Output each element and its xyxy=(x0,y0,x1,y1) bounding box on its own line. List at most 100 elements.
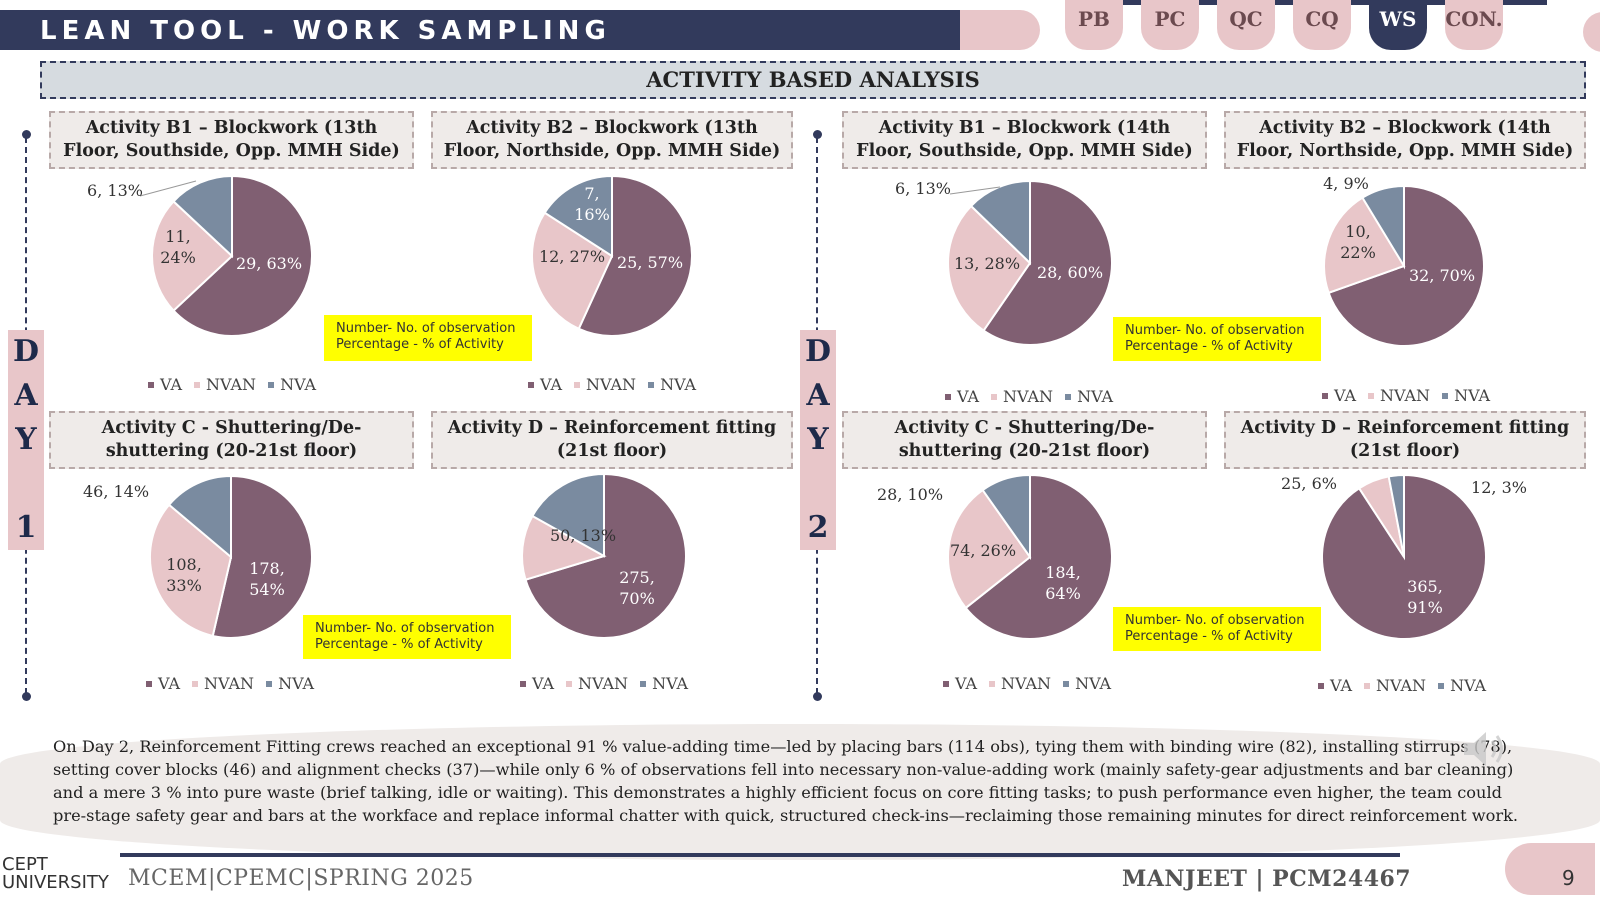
chart-legend: VA NVAN NVA xyxy=(148,375,328,394)
legend-swatch xyxy=(148,381,154,388)
day1-timeline-dot-top xyxy=(22,130,31,139)
legend-swatch xyxy=(192,680,199,687)
note-line: Percentage - % of Activity xyxy=(315,637,483,652)
legend-item-nvan: NVAN xyxy=(194,375,256,394)
label-leader-line xyxy=(949,186,1001,195)
data-label-va: 29, 63% xyxy=(236,254,302,273)
pie-slice-nva xyxy=(1361,184,1405,270)
legend-swatch xyxy=(268,381,275,388)
page-title: LEAN TOOL - WORK SAMPLING xyxy=(40,16,611,46)
legend-item-nva: NVA xyxy=(648,375,696,394)
title-bar-tail xyxy=(960,10,1040,50)
data-label-va: 32, 70% xyxy=(1409,266,1475,285)
footer-course: MCEM|CPEMC|SPRING 2025 xyxy=(128,866,474,891)
university-logo: CEPT UNIVERSITY xyxy=(2,856,109,892)
note-line: Number- No. of observation xyxy=(336,321,516,336)
legend-swatch xyxy=(1318,682,1324,689)
legend-label: NVA xyxy=(660,375,697,394)
pie-slice-nvan xyxy=(1323,196,1406,295)
pie-chart: 25, 57% 12, 27% 7, 16% xyxy=(531,174,693,337)
tab-con[interactable]: CON. xyxy=(1445,0,1503,50)
legend-swatch xyxy=(991,393,998,400)
pie-slice-nva xyxy=(543,174,613,258)
legend-item-nva: NVA xyxy=(1063,674,1111,693)
chart-title: Activity B1 – Blockwork (13th Floor, Sou… xyxy=(49,111,414,169)
legend-swatch xyxy=(266,680,273,687)
legend-swatch xyxy=(1063,680,1070,687)
pie-slice-nvan xyxy=(947,204,1032,332)
legend-item-va: VA xyxy=(1318,676,1352,695)
speaker-icon[interactable] xyxy=(1460,727,1510,775)
nav-extra-tab[interactable] xyxy=(1583,12,1600,52)
data-label-nvan: 74, 26% xyxy=(950,541,1016,560)
legend-swatch xyxy=(989,680,996,687)
note-line: Percentage - % of Activity xyxy=(336,337,504,352)
legend-label: VA xyxy=(532,674,555,693)
note-line: Percentage - % of Activity xyxy=(1125,629,1293,644)
legend-note: Number- No. of observation Percentage - … xyxy=(1113,317,1321,361)
data-label-nva: 12, 3% xyxy=(1471,478,1527,497)
pie-slice-va xyxy=(577,174,693,337)
chart-title: Activity D – Reinforcement fitting (21st… xyxy=(1224,411,1586,469)
legend-label: NVA xyxy=(1454,386,1491,405)
day2-letter: Y xyxy=(807,422,829,457)
data-label-va: 275, 70% xyxy=(619,568,655,608)
tab-ws[interactable]: WS xyxy=(1369,0,1427,50)
tab-pc[interactable]: PC xyxy=(1141,0,1199,50)
data-label-nva: 28, 10% xyxy=(877,485,943,504)
tab-pb[interactable]: PB xyxy=(1065,0,1123,50)
pie-chart: 32, 70% 10, 22% 4, 9% xyxy=(1323,174,1485,347)
data-label-nvan: 10, 22% xyxy=(1340,222,1376,262)
legend-label: NVA xyxy=(278,674,315,693)
pie-slice-nvan xyxy=(531,211,614,331)
day1-timeline-dot-bottom xyxy=(22,692,31,701)
pie-chart: 178, 54% 108, 33% 46, 14% xyxy=(83,474,313,639)
legend-swatch xyxy=(640,680,647,687)
chart-legend: VA NVAN NVA xyxy=(528,375,708,394)
pie-slice-nvan xyxy=(149,503,233,638)
legend-swatch xyxy=(945,393,951,400)
chart-title: Activity C - Shuttering/De-shuttering (2… xyxy=(49,411,414,469)
pie-slice-va xyxy=(1327,184,1485,347)
tab-qc[interactable]: QC xyxy=(1217,0,1275,50)
pie-chart: 184, 64% 74, 26% 28, 10% xyxy=(877,473,1113,640)
legend-swatch xyxy=(194,381,201,388)
legend-item-nva: NVA xyxy=(640,674,688,693)
legend-item-nva: NVA xyxy=(1065,387,1113,406)
legend-label: NVA xyxy=(280,375,317,394)
legend-item-va: VA xyxy=(146,674,180,693)
data-label-nvan: 50, 13% xyxy=(550,526,616,545)
legend-label: NVAN xyxy=(1376,676,1427,695)
legend-label: NVAN xyxy=(206,375,257,394)
legend-label: NVAN xyxy=(1003,387,1054,406)
data-label-va: 28, 60% xyxy=(1037,263,1103,282)
legend-item-va: VA xyxy=(520,674,554,693)
legend-label: VA xyxy=(540,375,563,394)
legend-label: VA xyxy=(955,674,978,693)
chart-legend: VA NVAN NVA xyxy=(520,674,700,693)
data-label-nva: 6, 13% xyxy=(87,181,143,200)
day1-label: D A Y 1 xyxy=(8,330,44,550)
legend-label: NVAN xyxy=(204,674,255,693)
legend-item-nva: NVA xyxy=(268,375,316,394)
data-label-nvan: 13, 28% xyxy=(954,254,1020,273)
legend-item-va: VA xyxy=(943,674,977,693)
legend-swatch xyxy=(1438,682,1445,689)
data-label-nvan: 11, 24% xyxy=(160,227,196,267)
day1-letter: 1 xyxy=(15,510,37,545)
day1-letter: A xyxy=(14,378,38,413)
legend-item-nvan: NVAN xyxy=(192,674,254,693)
tab-cq[interactable]: CQ xyxy=(1293,0,1351,50)
legend-label: VA xyxy=(957,387,980,406)
legend-label: NVAN xyxy=(1001,674,1052,693)
pie-chart: 28, 60% 13, 28% 6, 13% xyxy=(895,179,1113,346)
page-number: 9 xyxy=(1562,866,1575,890)
data-label-nva: 66, 17% xyxy=(464,525,500,565)
title-bar: LEAN TOOL - WORK SAMPLING xyxy=(0,10,980,50)
data-label-va: 184, 64% xyxy=(1045,563,1081,603)
note-line: Percentage - % of Activity xyxy=(1125,339,1293,354)
pie-chart: 29, 63% 11, 24% 6, 13% xyxy=(87,174,313,337)
legend-label: NVAN xyxy=(1380,386,1431,405)
legend-item-va: VA xyxy=(148,375,182,394)
legend-swatch xyxy=(648,381,655,388)
